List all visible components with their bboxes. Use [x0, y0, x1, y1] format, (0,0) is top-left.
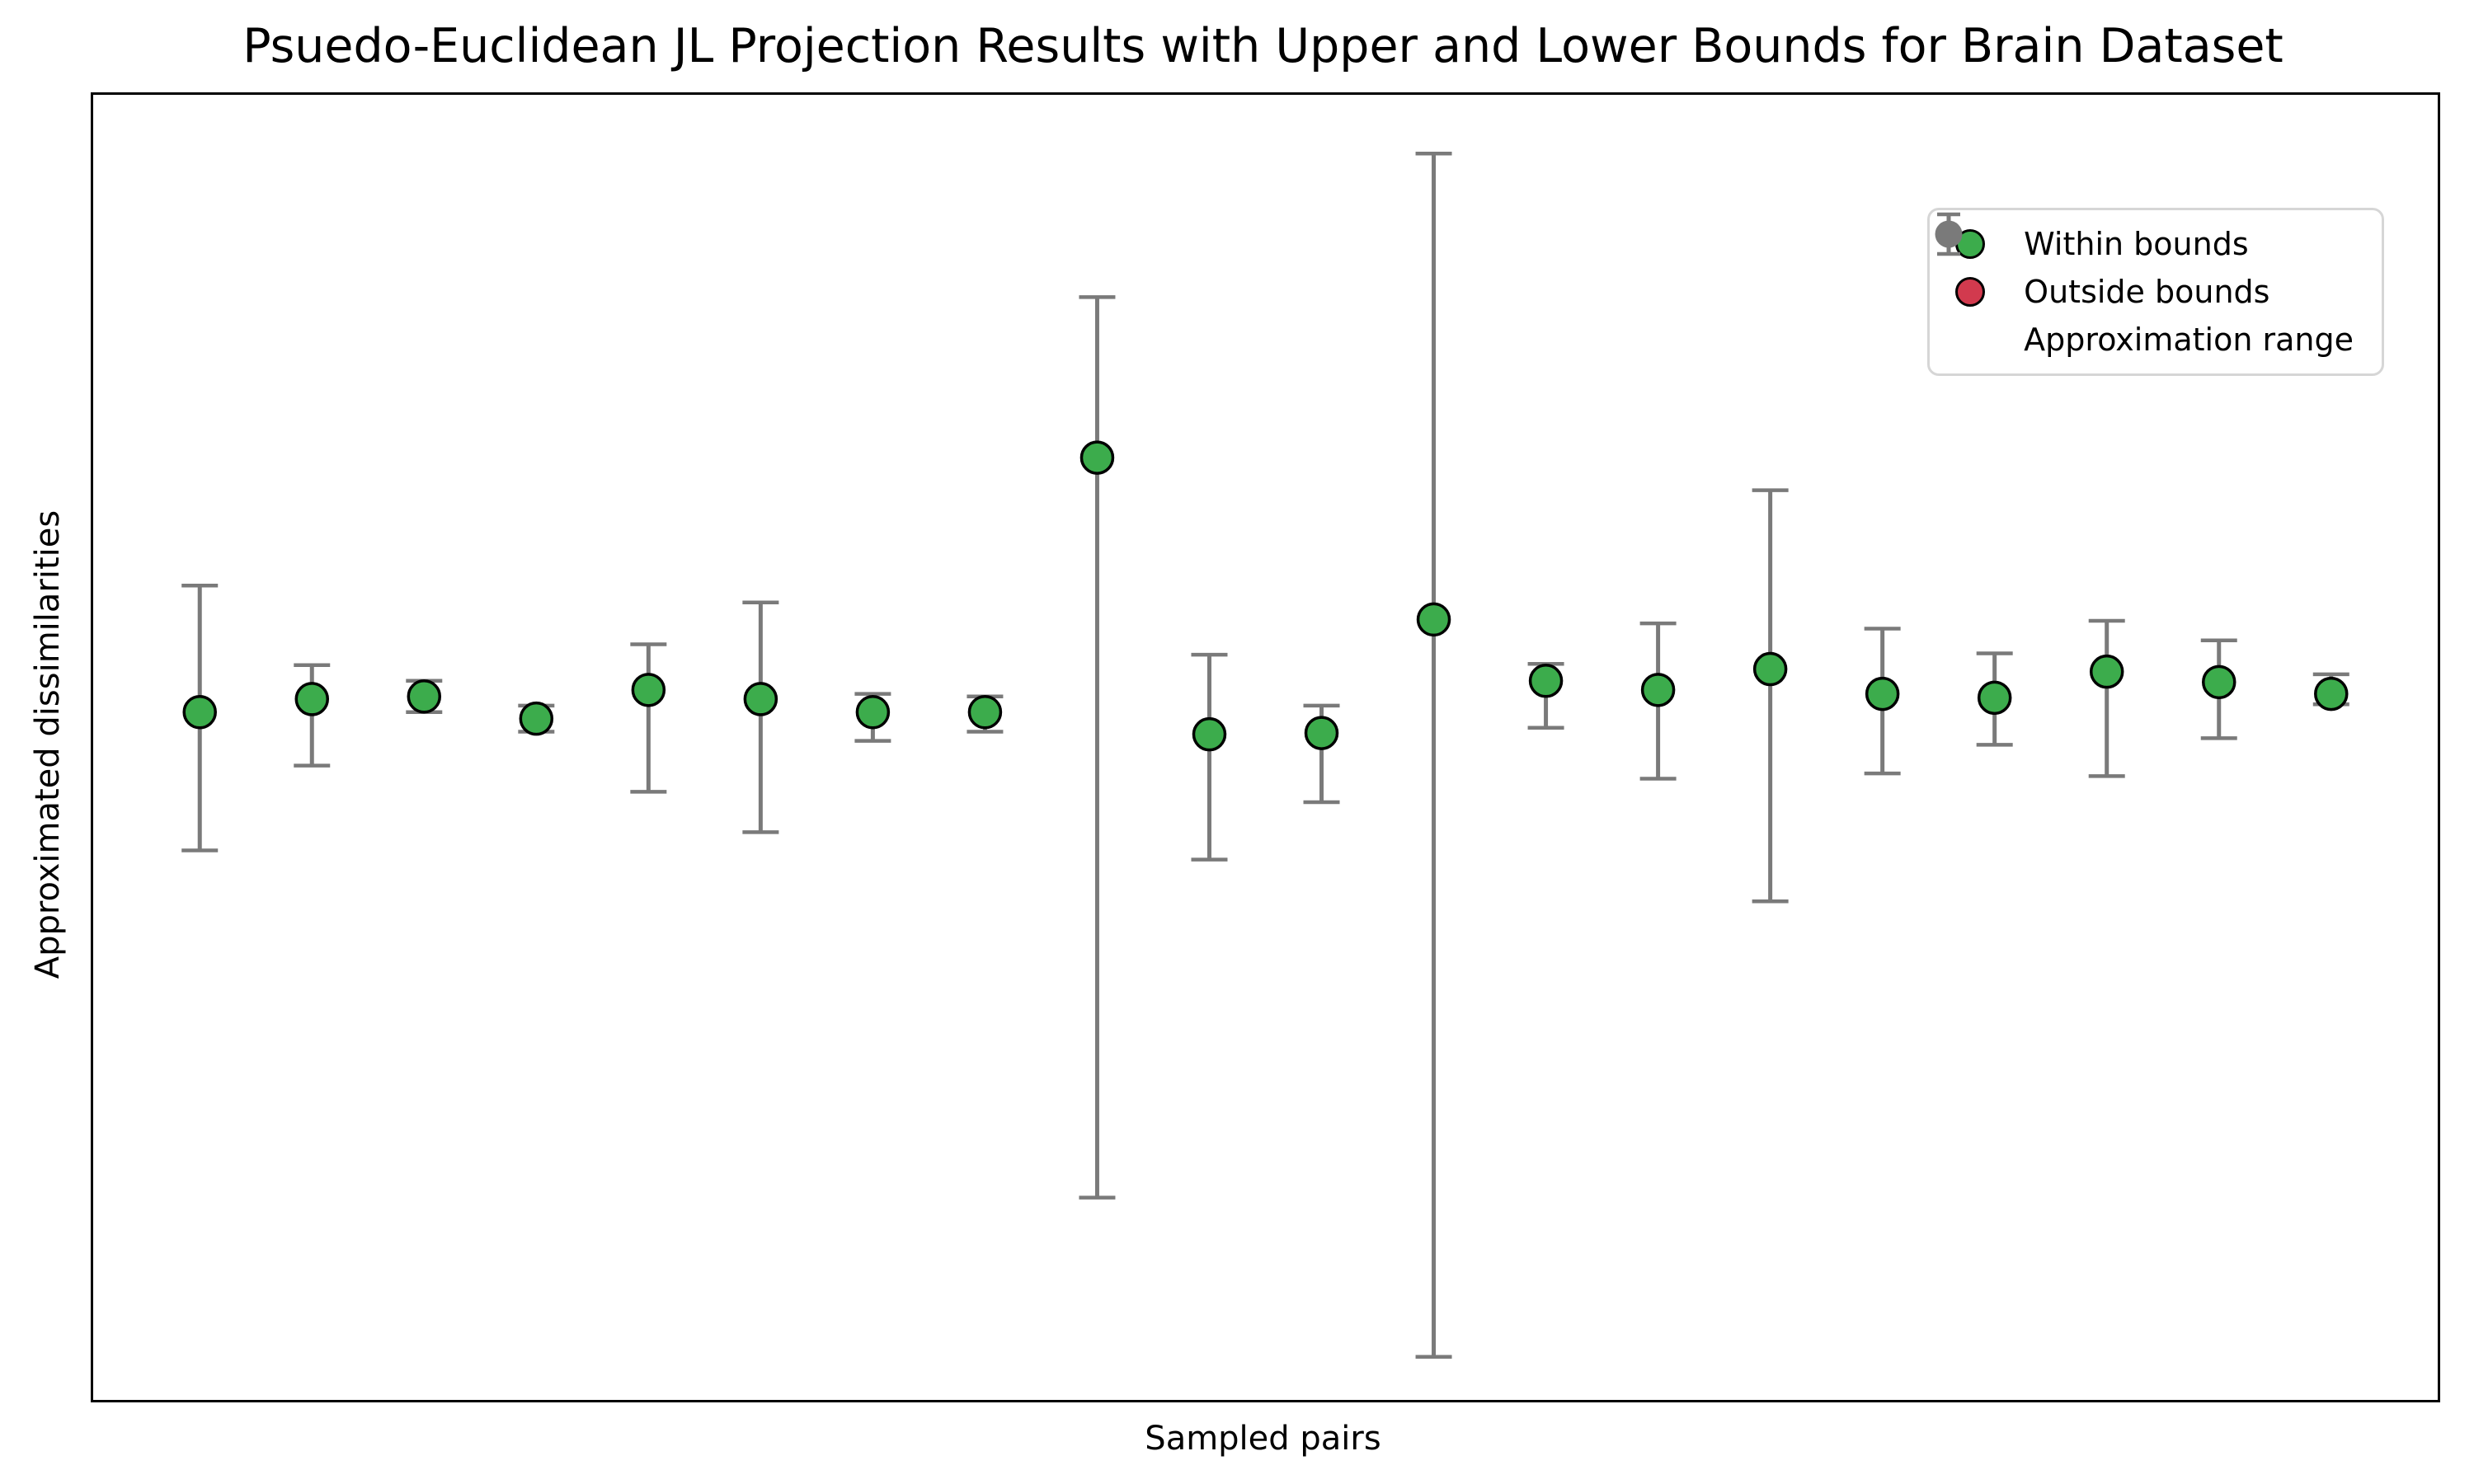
data-point-marker — [1640, 673, 1676, 707]
sample-pair-6 — [854, 692, 891, 743]
data-point-marker — [743, 682, 778, 716]
sample-pair-3 — [518, 701, 555, 736]
sample-pair-5 — [742, 600, 779, 834]
sample-pair-1 — [294, 663, 331, 768]
data-point-marker — [631, 673, 666, 707]
data-point-marker — [1304, 716, 1339, 750]
x-axis-label: Sampled pairs — [1145, 1420, 1381, 1458]
outside-bounds-marker-icon — [1951, 277, 1989, 307]
plot-area-svg — [181, 151, 2349, 1360]
legend-label-approximation-range: Approximation range — [2024, 322, 2354, 358]
sample-pair-4 — [630, 642, 667, 794]
sample-pair-9 — [1191, 652, 1228, 862]
data-point-marker — [294, 682, 330, 716]
chart-title: Psuedo-Euclidean JL Projection Results w… — [242, 19, 2284, 73]
plot-axes: Within bounds Outside bounds Appr — [91, 92, 2440, 1402]
data-point-marker — [1752, 651, 1788, 687]
data-point-marker — [1192, 716, 1227, 752]
sample-pair-14 — [1752, 488, 1789, 904]
sample-pair-10 — [1303, 703, 1340, 805]
data-point-marker — [855, 695, 891, 730]
legend-item-approximation-range: Approximation range — [1935, 212, 2354, 364]
data-point-marker — [519, 701, 554, 736]
data-point-marker — [1528, 664, 1564, 698]
data-point-marker — [967, 695, 1003, 730]
sample-pair-18 — [2200, 638, 2237, 740]
sample-pair-19 — [2312, 672, 2349, 711]
data-point-marker — [2201, 665, 2236, 700]
sample-pair-7 — [967, 694, 1004, 734]
sample-pair-15 — [1864, 627, 1901, 776]
legend: Within bounds Outside bounds Appr — [1927, 208, 2384, 376]
sample-pair-12 — [1527, 661, 1564, 730]
data-point-marker — [182, 695, 217, 730]
data-point-marker — [1865, 676, 1900, 711]
sample-pair-13 — [1639, 621, 1677, 781]
data-point-marker — [2314, 676, 2349, 711]
data-point-marker — [1977, 680, 2012, 716]
legend-label-within-bounds: Within bounds — [2024, 226, 2249, 262]
sample-pair-17 — [2088, 618, 2125, 778]
sample-pair-11 — [1415, 151, 1452, 1360]
sample-pair-16 — [1976, 651, 2013, 747]
sample-pair-8 — [1079, 295, 1116, 1200]
data-point-marker — [2089, 654, 2124, 689]
y-axis-label: Approximated dissimilarities — [29, 510, 67, 979]
legend-label-outside-bounds: Outside bounds — [2024, 274, 2270, 310]
legend-item-outside-bounds: Outside bounds — [1951, 268, 2354, 316]
sample-pair-0 — [181, 583, 219, 852]
data-point-marker — [407, 679, 442, 714]
data-point-marker — [1416, 602, 1451, 637]
sample-pair-2 — [406, 679, 443, 715]
legend-item-within-bounds: Within bounds — [1951, 220, 2354, 268]
data-point-marker — [1079, 440, 1115, 475]
